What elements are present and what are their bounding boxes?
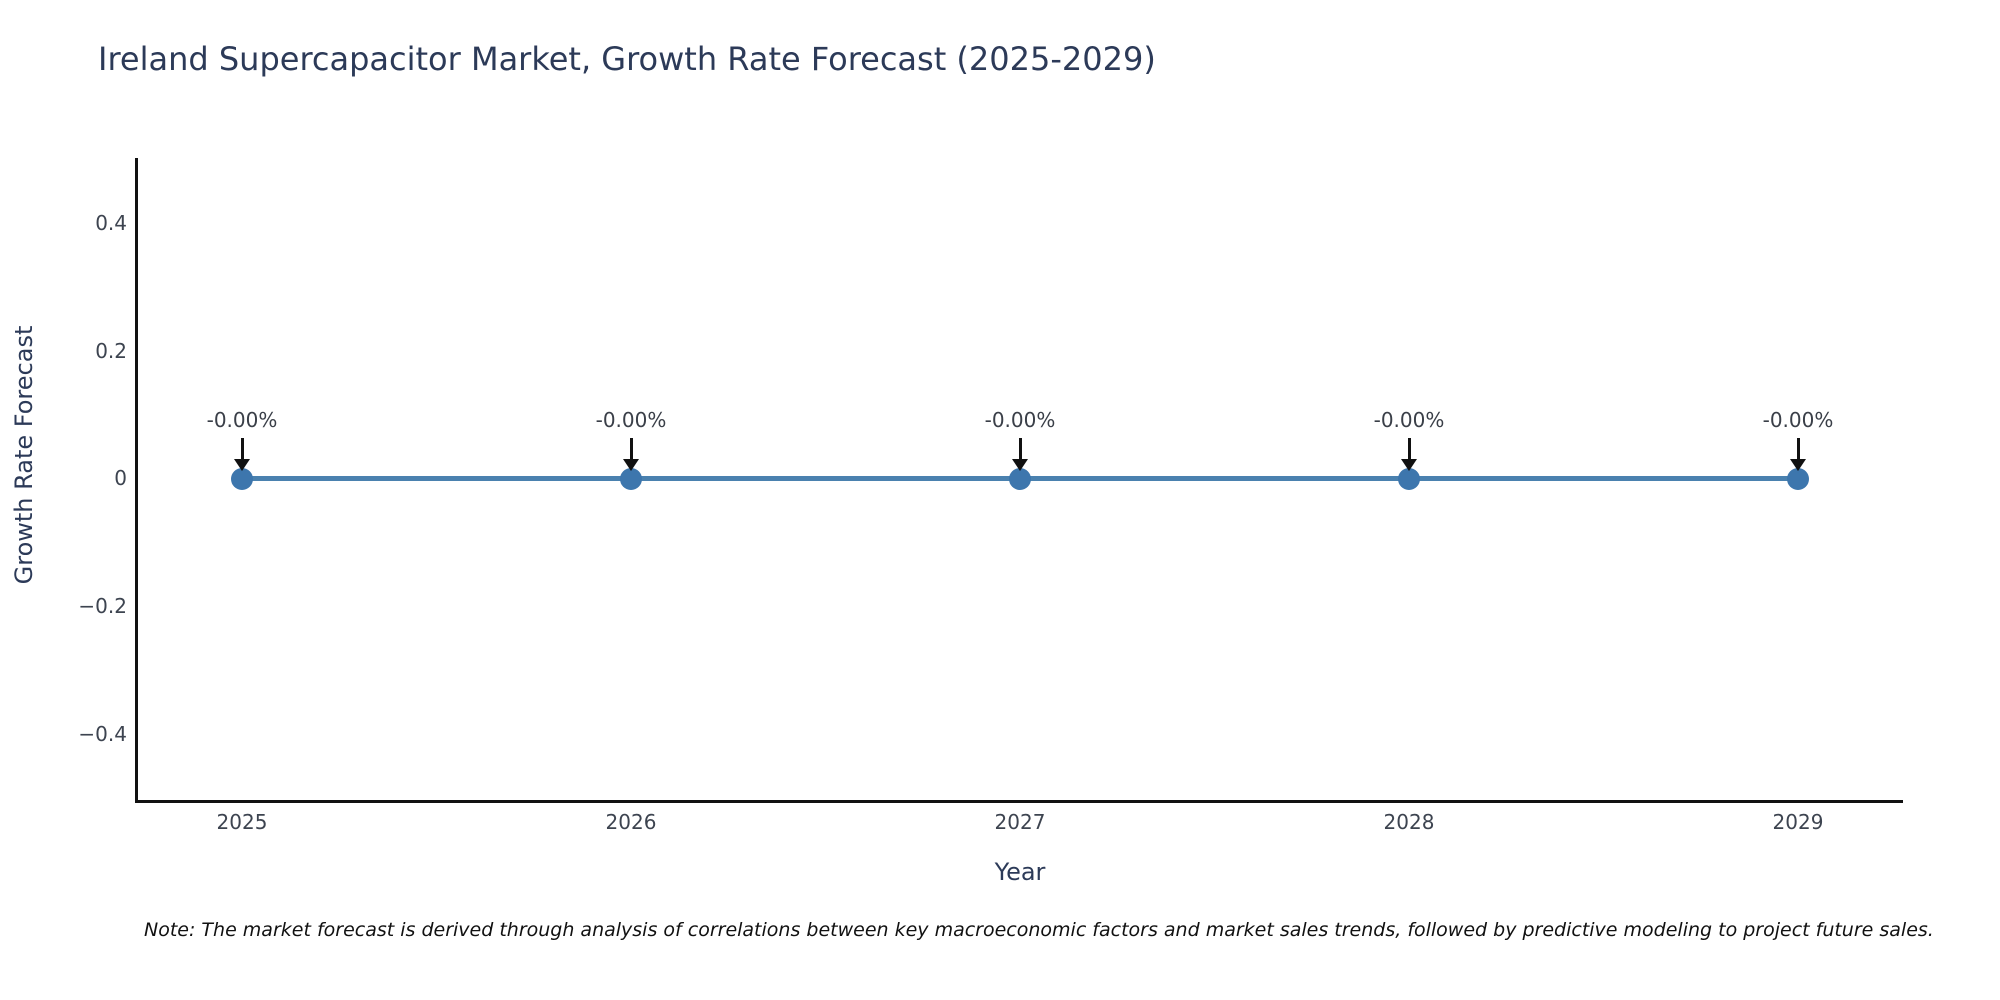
x-tick-label: 2029 [1772,810,1824,834]
data-point-marker [1787,468,1809,490]
data-point-marker [1398,468,1420,490]
data-point-marker [231,468,253,490]
x-tick-label: 2026 [605,810,657,834]
footnote: Note: The market forecast is derived thr… [144,919,1934,941]
annotation-arrowhead-icon [623,459,639,471]
y-tick-label: −0.2 [78,594,127,618]
y-tick-label: 0.4 [95,211,127,235]
y-axis-label: Growth Rate Forecast [10,325,38,585]
annotation-arrow [1019,438,1022,460]
annotation-arrow [1797,438,1800,460]
x-tick-label: 2027 [994,810,1046,834]
y-tick-label: −0.4 [78,722,127,746]
chart-title: Ireland Supercapacitor Market, Growth Ra… [98,40,1156,78]
point-annotation: -0.00% [1373,408,1445,432]
x-tick-label: 2025 [216,810,268,834]
point-annotation: -0.00% [595,408,667,432]
x-axis-label: Year [994,858,1046,886]
y-tick-label: 0.2 [95,339,127,363]
annotation-arrow [1408,438,1411,460]
annotation-arrowhead-icon [1790,459,1806,471]
annotation-arrowhead-icon [1401,459,1417,471]
y-tick-label: 0 [114,466,127,490]
data-point-marker [620,468,642,490]
data-point-marker [1009,468,1031,490]
point-annotation: -0.00% [984,408,1056,432]
x-axis-spine [135,800,1903,803]
x-tick-label: 2028 [1383,810,1435,834]
annotation-arrowhead-icon [234,459,250,471]
point-annotation: -0.00% [206,408,278,432]
y-axis-spine [135,158,138,803]
point-annotation: -0.00% [1762,408,1834,432]
annotation-arrowhead-icon [1012,459,1028,471]
annotation-arrow [630,438,633,460]
annotation-arrow [241,438,244,460]
